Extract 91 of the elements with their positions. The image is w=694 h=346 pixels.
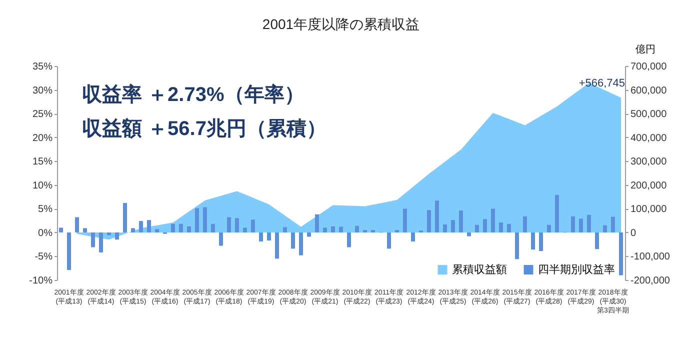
bar xyxy=(347,232,351,248)
bar xyxy=(67,232,71,270)
bar xyxy=(491,208,495,232)
bar xyxy=(483,219,487,232)
bar xyxy=(115,232,119,240)
y-tick-label: 25% xyxy=(32,109,53,120)
y-tick-label: -5% xyxy=(34,252,53,263)
y2-axis-title: 億円 xyxy=(636,44,656,56)
bar xyxy=(283,227,287,232)
bar xyxy=(315,214,319,232)
bar xyxy=(331,226,335,232)
bar xyxy=(515,232,519,260)
bar xyxy=(307,232,311,237)
legend-label: 累積収益額 xyxy=(452,262,507,276)
y-tick-label: 20% xyxy=(32,132,53,144)
bar xyxy=(83,228,87,232)
y2-tick-label: 300,000 xyxy=(630,156,668,168)
y-tick-label: -10% xyxy=(29,276,53,286)
bar xyxy=(507,224,511,232)
bar xyxy=(619,232,623,276)
y-tick-label: 30% xyxy=(32,85,53,96)
bar xyxy=(299,232,303,256)
bar xyxy=(451,220,455,232)
y2-tick-label: 0 xyxy=(630,228,636,239)
bar xyxy=(579,218,583,232)
bar xyxy=(187,226,191,232)
bar xyxy=(139,221,143,232)
y-tick-label: 35% xyxy=(32,62,53,72)
bar xyxy=(99,232,103,252)
y2-tick-label: -200,000 xyxy=(630,276,670,286)
y2-tick-label: 600,000 xyxy=(630,85,668,96)
bar xyxy=(611,216,615,232)
bar xyxy=(459,210,463,232)
bar xyxy=(475,224,479,232)
bar xyxy=(323,228,327,232)
bar xyxy=(595,232,599,250)
y2-tick-label: 200,000 xyxy=(630,180,668,192)
bar xyxy=(355,226,359,232)
bar xyxy=(411,232,415,242)
bar xyxy=(499,222,503,232)
bar xyxy=(59,228,63,232)
bar xyxy=(339,226,343,232)
bar xyxy=(147,220,151,232)
bar xyxy=(131,228,135,232)
y2-tick-label: 400,000 xyxy=(630,132,668,144)
bar xyxy=(179,224,183,232)
bar xyxy=(587,214,591,232)
bar xyxy=(227,217,231,232)
bar xyxy=(243,228,247,232)
bar xyxy=(275,232,279,259)
y2-tick-label: 500,000 xyxy=(630,109,668,120)
y-tick-label: 5% xyxy=(38,204,53,216)
bar xyxy=(107,232,111,236)
bar xyxy=(251,220,255,232)
bar xyxy=(467,232,471,236)
bar xyxy=(555,194,559,232)
bar xyxy=(547,224,551,232)
bar xyxy=(195,208,199,232)
bar xyxy=(291,232,295,249)
bar xyxy=(435,200,439,232)
bar xyxy=(267,232,271,241)
data-label: +566,745 xyxy=(578,78,625,90)
bar xyxy=(603,225,607,232)
bar xyxy=(91,232,95,248)
bar xyxy=(211,224,215,232)
annotation: 収益率 ＋2.73%（年率） xyxy=(82,83,304,106)
y2-tick-label: -100,000 xyxy=(630,252,670,263)
bar xyxy=(219,232,223,246)
bar xyxy=(571,216,575,232)
bar xyxy=(123,202,127,232)
bar xyxy=(155,229,159,232)
bar xyxy=(523,216,527,232)
y2-tick-label: 100,000 xyxy=(630,204,668,216)
legend-label: 四半期別収益率 xyxy=(538,262,615,276)
annotation: 収益額 ＋56.7兆円（累積） xyxy=(82,117,326,140)
bar xyxy=(539,232,543,251)
bar xyxy=(235,218,239,232)
y-tick-label: 15% xyxy=(32,156,53,168)
bar xyxy=(531,232,535,250)
chart-title: 2001年度以降の累積収益 xyxy=(262,16,420,32)
y2-tick-label: 700,000 xyxy=(630,62,668,72)
y-tick-label: 0% xyxy=(38,228,53,239)
bar xyxy=(259,232,263,242)
bar xyxy=(403,208,407,232)
bar xyxy=(387,232,391,249)
bar xyxy=(171,224,175,232)
bar xyxy=(443,224,447,232)
bar xyxy=(75,217,79,232)
y-tick-label: 10% xyxy=(32,180,53,192)
bar xyxy=(427,210,431,232)
bar xyxy=(203,207,207,232)
